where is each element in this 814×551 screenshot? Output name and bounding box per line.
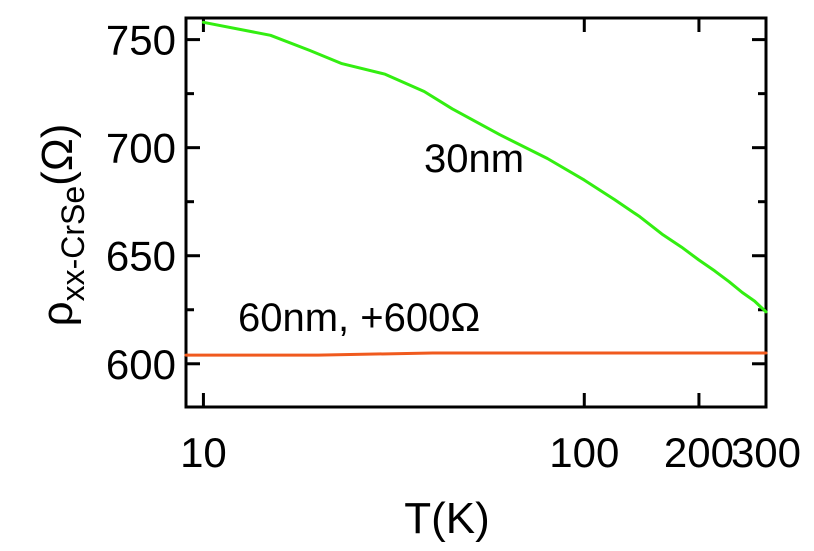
series-label-30nm: 30nm: [424, 137, 524, 181]
series-line-60nm: [184, 351, 768, 357]
y-tick-label: 600: [106, 341, 176, 388]
y-tick-label: 650: [106, 233, 176, 280]
x-tick-label: 10: [180, 429, 227, 476]
series-line-30nm: [201, 20, 768, 314]
plot-border: [184, 16, 768, 409]
x-axis-label: T(K): [404, 494, 490, 543]
y-axis-label: ρxx-CrSe(Ω): [33, 124, 91, 327]
y-tick-label: 700: [106, 125, 176, 172]
y-axis-label-subscript: xx-CrSe: [55, 186, 91, 302]
y-axis-label-symbol: ρ: [33, 301, 82, 326]
y-axis-label-unit: (Ω): [33, 124, 82, 186]
y-axis-ticks: 600 650 700 750: [106, 17, 766, 388]
x-tick-label: 300: [731, 429, 801, 476]
series-layer: [184, 20, 768, 357]
x-tick-label: 200: [664, 429, 734, 476]
x-tick-label: 100: [549, 429, 619, 476]
plot-frame: [184, 16, 768, 409]
y-tick-label: 750: [106, 17, 176, 64]
series-label-60nm: 60nm, +600Ω: [238, 296, 480, 340]
